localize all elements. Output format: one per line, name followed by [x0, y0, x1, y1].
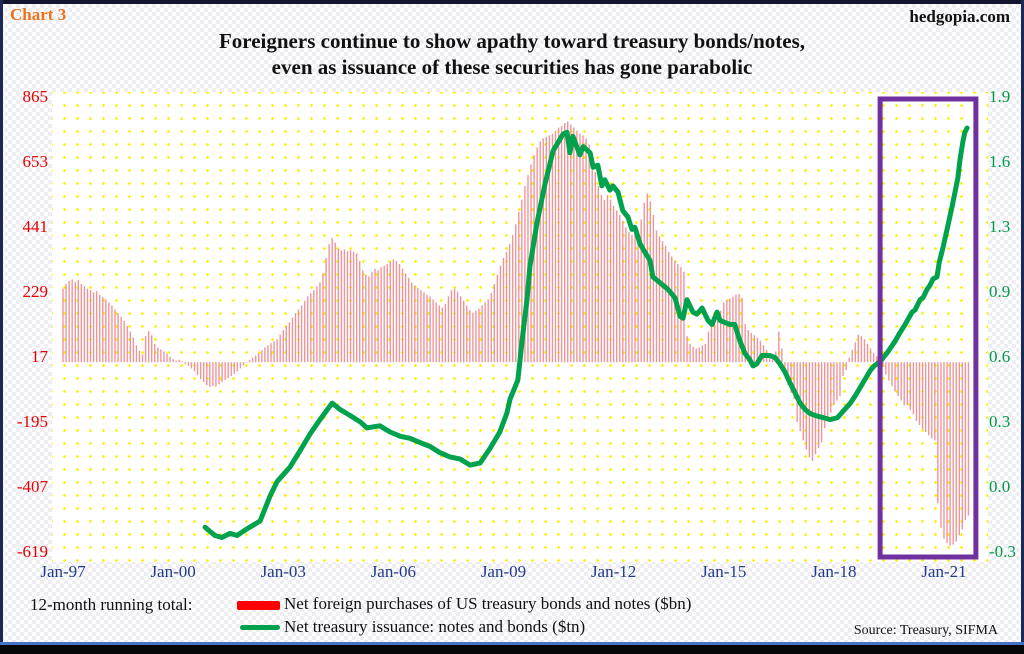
x-axis-tick-Jan-06: Jan-06 [370, 562, 417, 581]
page-border-right [1021, 0, 1024, 654]
left-axis-tick--407: -407 [16, 477, 48, 496]
chart-title-line-1: Foreigners continue to show apathy towar… [218, 29, 806, 53]
highlight-box [877, 96, 979, 560]
left-axis-tick-865: 865 [22, 87, 49, 106]
page-border-top [0, 0, 1024, 4]
chart-title: Foreigners continue to show apathy towar… [0, 28, 1024, 80]
legend-line-label: Net treasury issuance: notes and bonds (… [284, 617, 586, 636]
x-axis-tick-Jan-12: Jan-12 [590, 562, 637, 581]
x-axis-tick-Jan-00: Jan-00 [150, 562, 196, 581]
treasury-issuance-line [202, 125, 970, 540]
right-axis-tick-0.3: 0.3 [989, 412, 1011, 431]
legend-prefix: 12-month running total: [30, 595, 193, 614]
site-branding: hedgopia.com [909, 7, 1010, 26]
foreign-purchases-bars [62, 121, 970, 546]
right-axis-tick--0.3: -0.3 [989, 542, 1016, 561]
chart-title-line-2: even as issuance of these securities has… [271, 55, 753, 79]
right-axis-tick-1.3: 1.3 [989, 217, 1011, 236]
left-axis-tick-229: 229 [22, 282, 49, 301]
plot-area [52, 92, 988, 562]
source-attribution: Source: Treasury, SIFMA [853, 623, 998, 638]
right-axis-tick-1.6: 1.6 [989, 152, 1011, 171]
right-axis-tick-0.0: 0.0 [989, 477, 1011, 496]
left-axis-tick-653: 653 [22, 152, 49, 171]
left-axis-tick-17: 17 [31, 347, 48, 366]
right-axis-tick-1.9: 1.9 [989, 87, 1011, 106]
right-axis-tick-0.6: 0.6 [989, 347, 1011, 366]
x-axis-tick-Jan-15: Jan-15 [701, 562, 747, 581]
page-border-bottom [0, 642, 1024, 654]
x-axis-tick-Jan-18: Jan-18 [811, 562, 857, 581]
left-axis-tick-441: 441 [22, 217, 49, 236]
left-axis-tick--195: -195 [16, 412, 48, 431]
legend-bar-label: Net foreign purchases of US treasury bon… [284, 594, 692, 613]
chart-canvas [62, 96, 979, 560]
x-axis-tick-Jan-21: Jan-21 [921, 562, 967, 581]
chart-number-label: Chart 3 [10, 5, 67, 24]
left-axis-tick--619: -619 [16, 542, 48, 561]
right-axis-tick-0.9: 0.9 [989, 282, 1011, 301]
x-axis-tick-Jan-09: Jan-09 [480, 562, 527, 581]
x-axis-tick-Jan-97: Jan-97 [40, 562, 86, 581]
x-axis-tick-Jan-03: Jan-03 [260, 562, 306, 581]
legend-line-swatch [240, 625, 280, 630]
page-border-left [0, 0, 3, 654]
legend-bar-swatch [237, 601, 280, 610]
